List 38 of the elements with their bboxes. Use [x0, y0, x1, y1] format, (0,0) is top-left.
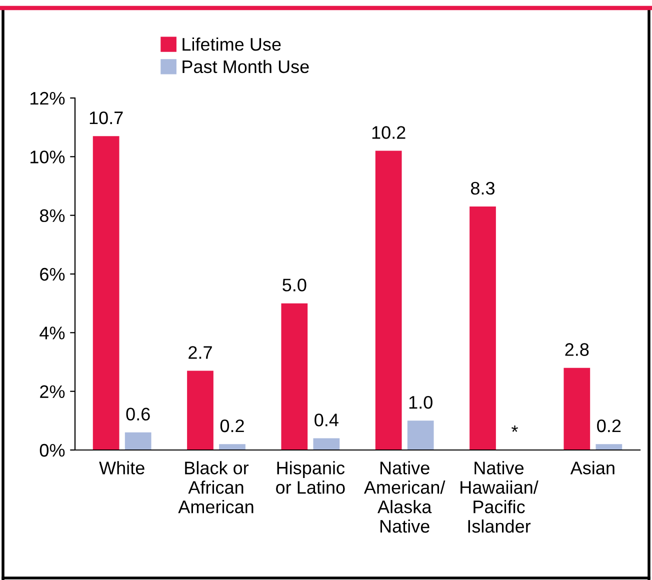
data-label: 10.7: [90, 111, 123, 124]
text: *: [512, 426, 518, 432]
data-label: 1.0: [409, 396, 432, 409]
x-tick-label: Asian: [570, 461, 614, 474]
y-tick-label: 2%: [40, 385, 65, 398]
y-tick-label: 4%: [40, 326, 65, 340]
data-label: 0.4: [314, 414, 338, 426]
x-tick-label: Native American/ Alaska Native: [364, 461, 446, 533]
bar: [92, 136, 120, 450]
data-label: 2.7: [188, 346, 212, 359]
y-tick-label: 10%: [30, 150, 65, 164]
y-tick-label: 6%: [40, 268, 65, 281]
data-label: 0.2: [220, 419, 244, 432]
bar: [124, 432, 152, 450]
bar: [313, 438, 340, 450]
data-label: 5.0: [282, 278, 306, 292]
legend-label: Lifetime Use: [182, 38, 281, 51]
data-label: 2.8: [565, 343, 589, 356]
x-tick-label: Native Hawaiian/ Pacific Islander: [460, 461, 538, 533]
data-label: 10.2: [372, 126, 406, 139]
y-tick-label: 8%: [40, 209, 65, 222]
data-label: 0.2: [597, 419, 621, 432]
bar: [281, 303, 308, 450]
x-tick-label: White: [99, 461, 144, 474]
data-label: 0.6: [126, 408, 150, 420]
data-label: 8.3: [470, 182, 494, 195]
y-tick-label: 0%: [40, 444, 65, 457]
bar: [375, 150, 402, 450]
bar: [219, 444, 246, 450]
bar: [407, 420, 434, 450]
legend-label: Past Month Use: [182, 60, 309, 74]
y-tick-label: 12%: [30, 92, 65, 105]
bar: [564, 368, 590, 450]
bar: [470, 206, 496, 450]
x-tick-label: Hispanic or Latino: [276, 461, 345, 494]
bar: [596, 444, 622, 450]
bar: [187, 370, 214, 450]
x-tick-label: Black or African American: [178, 461, 254, 514]
